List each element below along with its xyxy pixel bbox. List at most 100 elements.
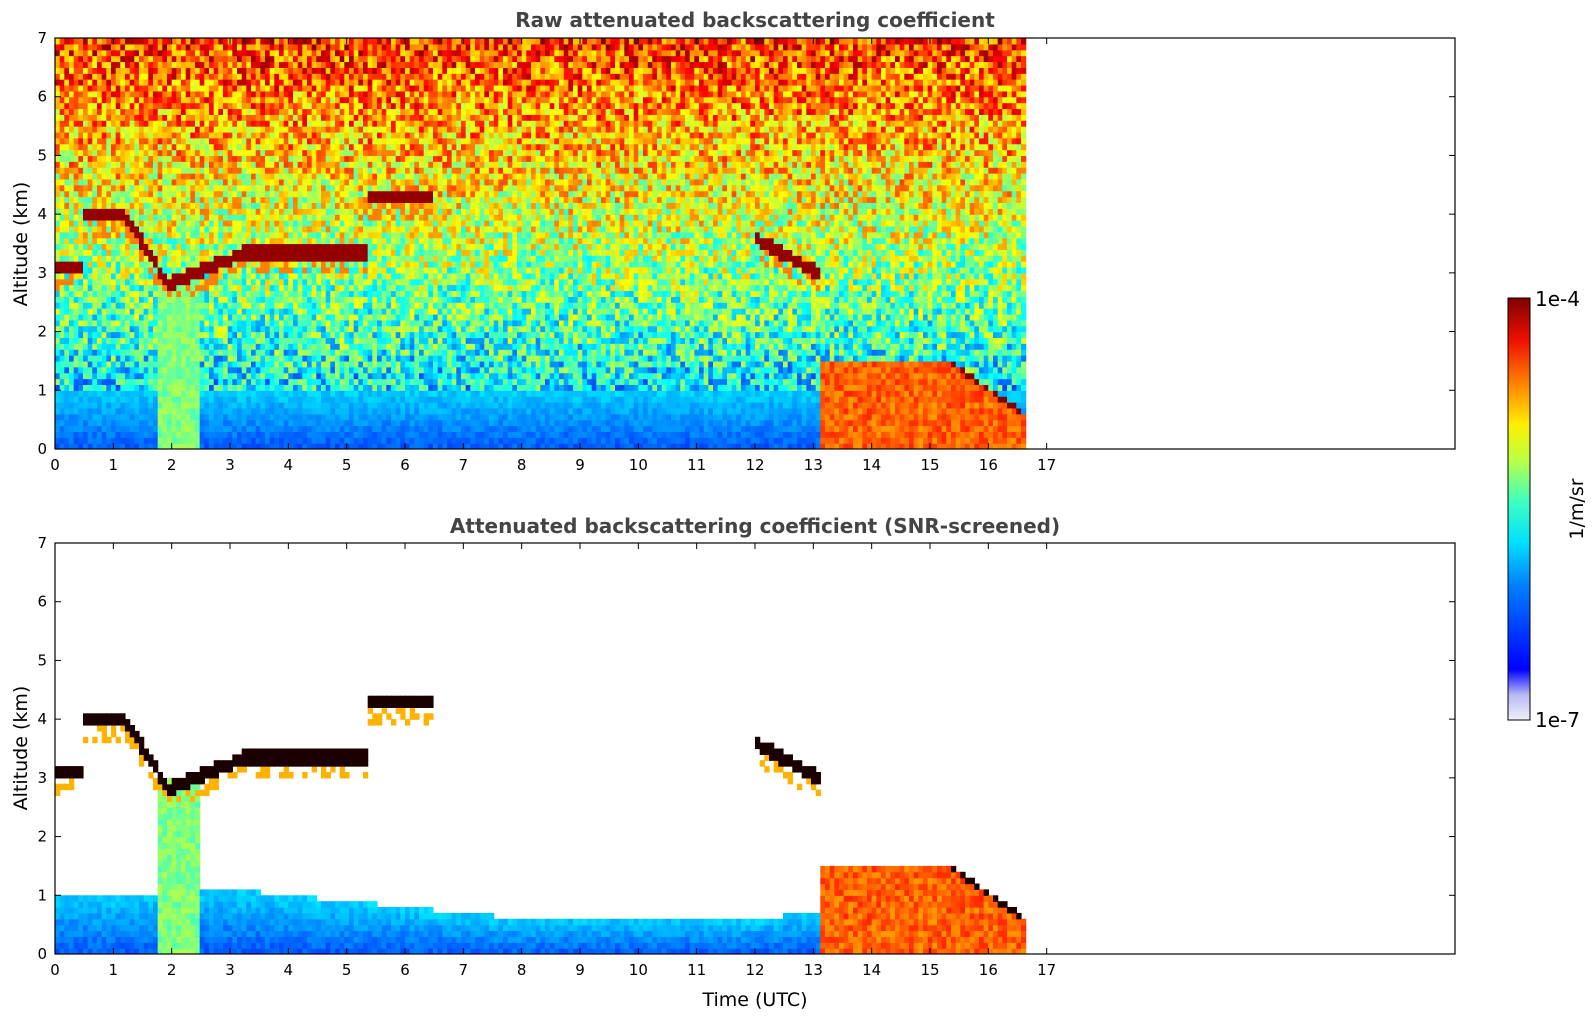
heatmap-cell — [120, 308, 126, 315]
heatmap-cell — [381, 431, 387, 438]
heatmap-cell — [377, 167, 383, 174]
heatmap-cell — [73, 384, 79, 391]
heatmap-cell — [171, 407, 177, 415]
heatmap-cell — [241, 173, 247, 180]
heatmap-cell — [325, 196, 331, 203]
heatmap-cell — [92, 208, 98, 215]
heatmap-cell — [307, 296, 313, 303]
heatmap-cell — [87, 349, 93, 356]
heatmap-cell — [307, 443, 313, 449]
heatmap-cell — [339, 126, 345, 133]
heatmap-cell — [279, 419, 285, 427]
heatmap-cell — [148, 196, 154, 203]
heatmap-cell — [372, 55, 378, 63]
heatmap-cell — [162, 331, 168, 339]
heatmap-cell — [148, 108, 154, 115]
heatmap-cell — [307, 337, 313, 344]
heatmap-cell — [92, 38, 98, 45]
heatmap-cell — [255, 431, 261, 438]
heatmap-cell — [78, 372, 84, 380]
heatmap-cell — [69, 214, 75, 221]
heatmap-cell — [73, 402, 79, 409]
heatmap-cell — [101, 178, 107, 186]
heatmap-cell — [223, 143, 229, 151]
heatmap-cell — [143, 79, 149, 86]
heatmap-cell — [372, 184, 378, 192]
heatmap-cell — [255, 126, 261, 133]
heatmap-cell — [204, 55, 210, 63]
heatmap-cell — [227, 290, 233, 297]
heatmap-cell — [335, 407, 341, 415]
heatmap-cell — [125, 214, 131, 221]
heatmap-cell — [148, 149, 154, 157]
heatmap-cell — [321, 366, 327, 374]
heatmap-cell — [153, 102, 159, 110]
heatmap-cell — [213, 143, 219, 151]
heatmap-cell — [377, 284, 383, 292]
heatmap-cell — [372, 407, 378, 415]
heatmap-cell — [297, 355, 303, 362]
heatmap-cell — [279, 173, 285, 180]
heatmap-cell — [139, 267, 145, 274]
heatmap-cell — [321, 390, 327, 397]
heatmap-cell — [213, 407, 219, 415]
heatmap-cell — [335, 337, 341, 344]
heatmap-cell — [55, 173, 61, 180]
heatmap-cell — [125, 443, 131, 449]
heatmap-cell — [297, 137, 303, 145]
heatmap-cell — [283, 220, 289, 227]
heatmap-cell — [279, 38, 285, 45]
heatmap-cell — [125, 120, 131, 127]
heatmap-cell — [171, 61, 177, 68]
heatmap-cell — [321, 155, 327, 162]
heatmap-cell — [349, 290, 355, 297]
heatmap-cell — [232, 314, 238, 321]
heatmap-cell — [349, 202, 355, 209]
heatmap-cell — [279, 384, 285, 391]
heatmap-cell — [125, 231, 131, 239]
heatmap-cell — [97, 366, 103, 374]
heatmap-cell — [199, 55, 205, 63]
heatmap-cell — [321, 278, 327, 286]
heatmap-cell — [279, 85, 285, 92]
heatmap-cell — [209, 137, 215, 145]
heatmap-cell — [115, 225, 121, 233]
heatmap-cell — [297, 360, 303, 368]
heatmap-cell — [335, 202, 341, 209]
heatmap-cell — [69, 67, 75, 74]
heatmap-cell — [218, 67, 224, 74]
heatmap-cell — [181, 143, 187, 151]
heatmap-cell — [64, 372, 70, 380]
heatmap-cell — [377, 190, 383, 198]
heatmap-cell — [353, 225, 359, 233]
heatmap-cell — [97, 161, 103, 168]
heatmap-cell — [330, 90, 336, 98]
heatmap-cell — [321, 302, 327, 309]
heatmap-cell — [218, 55, 224, 63]
heatmap-cell — [120, 413, 126, 421]
heatmap-cell — [115, 431, 121, 438]
heatmap-cell — [55, 437, 61, 444]
heatmap-cell — [349, 413, 355, 421]
heatmap-cell — [269, 202, 275, 209]
heatmap-cell — [274, 114, 280, 121]
heatmap-cell — [97, 284, 103, 292]
heatmap-cell — [97, 114, 103, 121]
heatmap-cell — [209, 243, 215, 250]
heatmap-cell — [101, 296, 107, 303]
heatmap-cell — [251, 407, 257, 415]
heatmap-cell — [381, 308, 387, 315]
heatmap-cell — [106, 161, 112, 168]
heatmap-cell — [246, 249, 252, 256]
heatmap-cell — [311, 431, 317, 438]
heatmap-cell — [255, 131, 261, 139]
heatmap-cell — [297, 79, 303, 86]
heatmap-cell — [255, 302, 261, 309]
heatmap-cell — [246, 443, 252, 449]
heatmap-cell — [311, 173, 317, 180]
heatmap-cell — [316, 284, 322, 292]
heatmap-cell — [143, 173, 149, 180]
heatmap-cell — [297, 278, 303, 286]
heatmap-cell — [101, 437, 107, 444]
heatmap-cell — [218, 413, 224, 421]
